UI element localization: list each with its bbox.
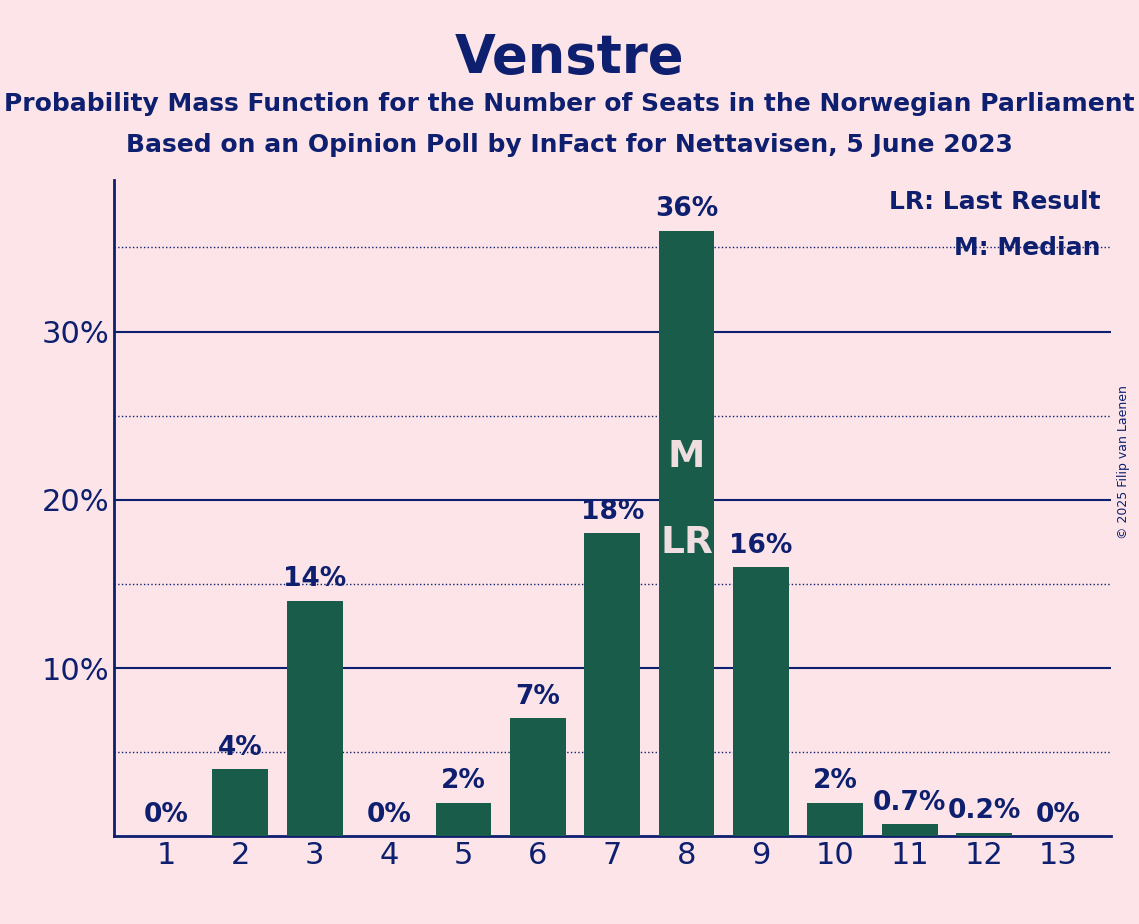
- Text: Venstre: Venstre: [454, 32, 685, 84]
- Text: 0%: 0%: [1036, 802, 1081, 828]
- Text: 0%: 0%: [367, 802, 411, 828]
- Text: Based on an Opinion Poll by InFact for Nettavisen, 5 June 2023: Based on an Opinion Poll by InFact for N…: [126, 133, 1013, 157]
- Text: 18%: 18%: [581, 499, 644, 525]
- Text: 0.7%: 0.7%: [872, 790, 947, 816]
- Bar: [213, 769, 268, 836]
- Bar: [734, 567, 789, 836]
- Text: 4%: 4%: [218, 735, 263, 760]
- Bar: [584, 533, 640, 836]
- Text: Probability Mass Function for the Number of Seats in the Norwegian Parliament: Probability Mass Function for the Number…: [5, 92, 1134, 116]
- Bar: [435, 803, 491, 836]
- Bar: [882, 824, 937, 836]
- Text: LR: LR: [661, 525, 713, 561]
- Bar: [658, 231, 714, 836]
- Bar: [808, 803, 863, 836]
- Text: 0%: 0%: [144, 802, 188, 828]
- Bar: [957, 833, 1011, 836]
- Text: 7%: 7%: [516, 684, 560, 710]
- Text: 2%: 2%: [441, 768, 486, 794]
- Text: M: M: [667, 439, 705, 475]
- Bar: [287, 601, 343, 836]
- Text: 16%: 16%: [729, 532, 793, 559]
- Text: 0.2%: 0.2%: [948, 798, 1021, 824]
- Text: © 2025 Filip van Laenen: © 2025 Filip van Laenen: [1117, 385, 1130, 539]
- Text: 36%: 36%: [655, 196, 719, 223]
- Text: 2%: 2%: [813, 768, 858, 794]
- Text: 14%: 14%: [284, 566, 346, 592]
- Text: M: Median: M: Median: [954, 236, 1100, 260]
- Text: LR: Last Result: LR: Last Result: [888, 190, 1100, 214]
- Bar: [510, 719, 566, 836]
